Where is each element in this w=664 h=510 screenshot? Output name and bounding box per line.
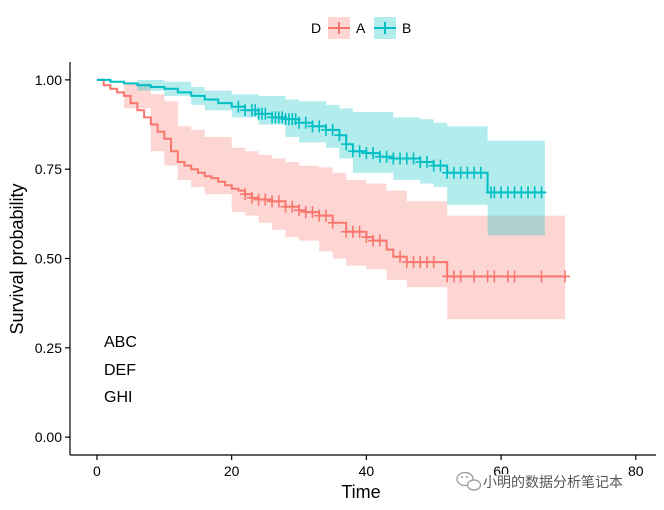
censor-a-35 — [560, 270, 571, 283]
annotation-line-2: DEF — [104, 362, 136, 379]
legend: D A B — [311, 17, 411, 39]
censor-b-28 — [381, 150, 392, 163]
legend-label-b: B — [402, 20, 411, 36]
censor-a-25 — [428, 256, 439, 269]
legend-label-a: A — [356, 20, 366, 36]
band-b — [96, 79, 545, 236]
censor-b-32 — [408, 152, 419, 165]
censor-b-42 — [475, 166, 486, 179]
confidence-bands — [96, 79, 566, 320]
censor-a-19 — [374, 234, 385, 247]
x-tick-label-0: 0 — [93, 463, 101, 479]
censor-b-34 — [421, 156, 432, 169]
censor-b-24 — [354, 145, 365, 158]
censor-a-12 — [320, 209, 331, 222]
annotation-line-3: GHI — [104, 389, 132, 406]
censor-b-36 — [435, 159, 446, 172]
censor-b-21 — [334, 129, 345, 142]
censor-marks — [233, 100, 571, 283]
y-axis-title: Survival probability — [7, 183, 27, 334]
y-ticks: 0.00 0.25 0.50 0.75 1.00 — [35, 72, 70, 445]
x-tick-label-2: 40 — [359, 463, 375, 479]
y-tick-label-1: 0.25 — [35, 340, 62, 356]
censor-a-16 — [354, 225, 365, 238]
censor-b-20 — [327, 123, 338, 136]
x-tick-label-1: 20 — [224, 463, 240, 479]
x-axis-title: Time — [341, 482, 380, 502]
censor-a-28 — [455, 270, 466, 283]
y-tick-label-4: 1.00 — [35, 72, 62, 88]
censor-a-17 — [361, 231, 372, 244]
wechat-icon — [456, 471, 482, 491]
censor-b-18 — [314, 120, 325, 133]
watermark: 小明的数据分析笔记本 小明的数据分析笔记本 — [456, 471, 625, 493]
censor-b-51 — [536, 186, 547, 199]
y-tick-label-0: 0.00 — [35, 429, 62, 445]
censor-a-7 — [287, 200, 298, 213]
censor-a-33 — [509, 270, 520, 283]
censor-a-29 — [469, 270, 480, 283]
censor-a-34 — [536, 270, 547, 283]
x-ticks: 0 20 40 60 80 — [93, 455, 644, 479]
censor-a-10 — [307, 206, 318, 219]
legend-title: D — [311, 20, 321, 36]
censor-a-0 — [240, 188, 251, 201]
censor-a-20 — [395, 250, 406, 263]
censor-b-26 — [368, 147, 379, 160]
censor-b-6 — [260, 107, 271, 120]
band-a — [96, 79, 566, 320]
watermark-text: 小明的数据分析笔记本 — [483, 475, 623, 491]
censor-b-0 — [233, 100, 244, 113]
legend-key-a: A — [328, 17, 366, 39]
censor-b-16 — [300, 116, 311, 129]
censor-a-31 — [489, 270, 500, 283]
x-tick-label-3: 60 — [493, 463, 509, 479]
censor-a-8 — [294, 204, 305, 217]
x-tick-label-4: 80 — [628, 463, 644, 479]
censor-a-13 — [327, 216, 338, 229]
annotation-line-1: ABC — [104, 334, 137, 351]
y-tick-label-3: 0.75 — [35, 161, 62, 177]
censor-b-22 — [341, 138, 352, 151]
censor-a-5 — [273, 195, 284, 208]
legend-key-b: B — [374, 17, 411, 39]
censor-a-1 — [246, 191, 257, 204]
censor-a-3 — [260, 193, 271, 206]
watermark-text-fill: 小明的数据分析笔记本 — [483, 475, 623, 491]
y-tick-label-2: 0.50 — [35, 251, 62, 267]
